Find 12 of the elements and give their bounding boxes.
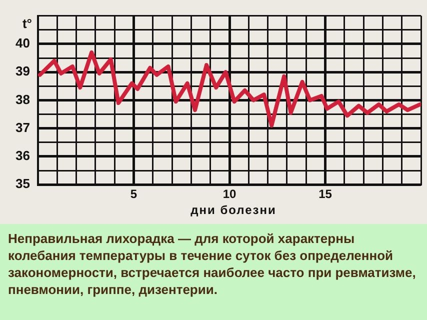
x-tick-label: 10 [222, 187, 236, 202]
x-tick-label: 15 [318, 187, 332, 202]
text: Неправильная лихорадка — для которой характерны колебания температуры в течение суток без определенной закономерности, встречается наиболее часто при ревматизме, пневмонии, гриппе, дизентерии. [0, 224, 427, 320]
y-tick-label: 40 [16, 36, 30, 51]
x-tick-label: 5 [130, 187, 138, 202]
y-tick-label: 36 [16, 148, 30, 164]
x-axis-title: дни болезни [190, 203, 278, 217]
y-tick-label: 39 [16, 64, 30, 79]
y-axis-title: t° [22, 16, 32, 31]
y-tick-label: 38 [16, 92, 30, 107]
y-tick-label: 37 [16, 120, 30, 135]
y-tick-label: 35 [16, 176, 30, 192]
